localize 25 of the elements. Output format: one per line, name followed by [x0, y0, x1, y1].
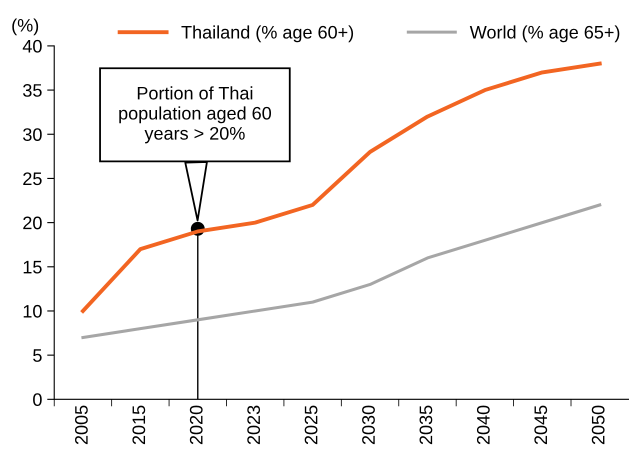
x-tick-label: 2030: [362, 406, 375, 444]
y-tick-label: 35: [23, 84, 42, 97]
y-tick-label: 10: [24, 304, 42, 318]
x-tick-label: 2020: [190, 406, 203, 444]
y-tick-label: 15: [24, 260, 42, 274]
x-tick-label: 2025: [304, 406, 318, 444]
y-tick-label: 20: [23, 216, 42, 230]
x-tick-label: 2023: [247, 406, 260, 444]
x-tick-label: 2035: [420, 406, 432, 444]
y-tick-label: 25: [23, 172, 42, 186]
x-tick-label: 2045: [534, 406, 548, 444]
y-tick-label: 40: [22, 40, 42, 53]
y-tick-label: 0: [33, 393, 42, 406]
legend-label: Thailand (% age 60+): [181, 25, 354, 42]
y-tick-label: 30: [23, 128, 42, 141]
line-series: [81, 203, 602, 340]
annotation: Portion of Thai population aged 60 years > 20%: [119, 86, 272, 144]
line-series: [80, 62, 602, 313]
x-tick-label: 2015: [132, 406, 146, 444]
x-tick-label: 2005: [75, 406, 88, 444]
y-tick-label: 5: [33, 349, 42, 362]
x-tick-label: 2050: [592, 406, 605, 444]
legend-label: World (% age 65+): [470, 25, 620, 42]
x-tick-label: 2040: [476, 406, 490, 444]
y-axis-title: (%): [12, 18, 38, 36]
